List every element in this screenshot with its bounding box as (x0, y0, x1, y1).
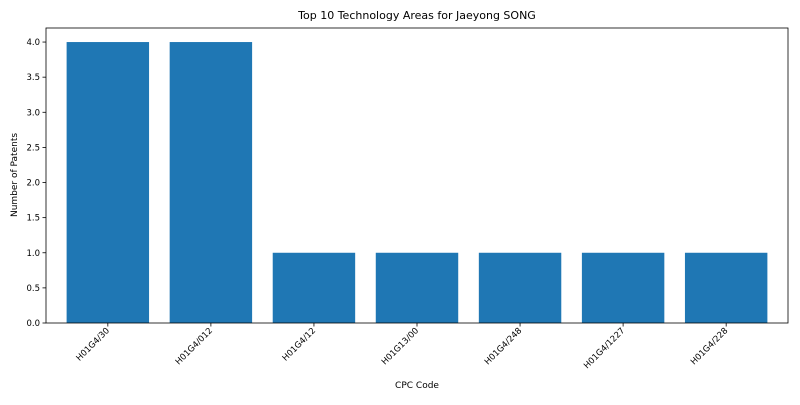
y-axis-label: Number of Patents (10, 133, 20, 217)
bar-h01g13-00 (376, 253, 458, 323)
bars-layer (67, 42, 768, 323)
y-tick-label: 0.0 (26, 319, 40, 329)
bar-h01g4-12 (273, 253, 355, 323)
chart-title: Top 10 Technology Areas for Jaeyong SONG (297, 9, 536, 22)
y-tick-label: 1.5 (26, 214, 40, 224)
x-tick-label: H01G4/12 (281, 326, 318, 363)
x-tick-label: H01G13/00 (380, 326, 421, 367)
x-tick-label: H01G4/228 (689, 326, 730, 367)
bar-h01g4-228 (685, 253, 767, 323)
x-axis-ticks: H01G4/30 H01G4/012 H01G4/12 H01G13/00 H01G4/… (75, 323, 731, 371)
x-tick-label: H01G4/1227 (582, 326, 627, 371)
bar-h01g4-248 (479, 253, 561, 323)
y-tick-label: 4.0 (26, 38, 40, 48)
x-tick-label: H01G4/30 (75, 326, 112, 363)
y-tick-label: 3.0 (26, 108, 40, 118)
y-axis-ticks: 0.0 0.5 1.0 1.5 2.0 2.5 3.0 3.5 4.0 (26, 38, 46, 329)
x-tick-label: H01G4/012 (174, 326, 215, 367)
bar-h01g4-1227 (582, 253, 664, 323)
y-tick-label: 3.5 (26, 73, 40, 83)
y-tick-label: 0.5 (26, 284, 40, 294)
x-axis-label: CPC Code (395, 381, 439, 391)
y-tick-label: 2.5 (26, 143, 40, 153)
y-tick-label: 1.0 (26, 249, 40, 259)
x-tick-label: H01G4/248 (483, 326, 524, 367)
bar-h01g4-30 (67, 42, 149, 323)
bar-h01g4-012 (170, 42, 252, 323)
y-tick-label: 2.0 (26, 179, 40, 189)
